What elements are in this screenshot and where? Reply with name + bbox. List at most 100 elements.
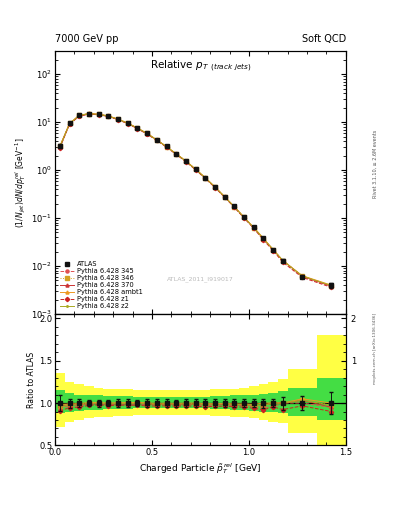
Pythia 6.428 z2: [164, 144, 169, 150]
Pythia 6.428 z1: [116, 117, 120, 123]
Pythia 6.428 345: [174, 151, 178, 157]
Pythia 6.428 345: [86, 111, 91, 117]
Pythia 6.428 346: [96, 111, 101, 117]
Pythia 6.428 z2: [329, 283, 334, 289]
Pythia 6.428 ambt1: [222, 194, 227, 200]
Pythia 6.428 z1: [271, 247, 275, 253]
Pythia 6.428 z1: [242, 215, 246, 221]
Pythia 6.428 346: [86, 111, 91, 117]
Text: ATLAS_2011_I919017: ATLAS_2011_I919017: [167, 277, 234, 283]
Pythia 6.428 345: [300, 273, 305, 280]
Pythia 6.428 345: [261, 236, 266, 242]
Pythia 6.428 z2: [135, 125, 140, 131]
Pythia 6.428 ambt1: [184, 158, 188, 164]
Pythia 6.428 z1: [164, 144, 169, 150]
Pythia 6.428 z2: [116, 116, 120, 122]
Text: mcplots.cern.ch [arXiv:1306.3436]: mcplots.cern.ch [arXiv:1306.3436]: [373, 313, 377, 383]
Pythia 6.428 ambt1: [86, 111, 91, 117]
Pythia 6.428 z1: [329, 284, 334, 290]
Pythia 6.428 z1: [203, 175, 208, 181]
Pythia 6.428 346: [164, 143, 169, 150]
Pythia 6.428 z2: [261, 236, 266, 242]
Pythia 6.428 346: [193, 166, 198, 173]
Pythia 6.428 345: [164, 144, 169, 150]
Pythia 6.428 z2: [57, 144, 62, 150]
Pythia 6.428 370: [213, 184, 217, 190]
Pythia 6.428 345: [77, 113, 82, 119]
Pythia 6.428 345: [252, 225, 256, 231]
Pythia 6.428 ambt1: [135, 125, 140, 131]
Pythia 6.428 ambt1: [154, 137, 159, 143]
Pythia 6.428 345: [125, 120, 130, 126]
Pythia 6.428 z1: [300, 274, 305, 281]
Pythia 6.428 z1: [145, 131, 149, 137]
Legend: ATLAS, Pythia 6.428 345, Pythia 6.428 346, Pythia 6.428 370, Pythia 6.428 ambt1,: ATLAS, Pythia 6.428 345, Pythia 6.428 34…: [58, 260, 144, 311]
Pythia 6.428 345: [96, 112, 101, 118]
Pythia 6.428 345: [193, 166, 198, 173]
Pythia 6.428 346: [232, 204, 237, 210]
Pythia 6.428 z1: [154, 137, 159, 143]
Pythia 6.428 346: [116, 116, 120, 122]
Pythia 6.428 370: [203, 175, 208, 181]
Text: Relative $p_T$ $_{(track\ jets)}$: Relative $p_T$ $_{(track\ jets)}$: [150, 59, 251, 74]
Pythia 6.428 z2: [77, 113, 82, 119]
Pythia 6.428 345: [135, 125, 140, 132]
Pythia 6.428 370: [271, 247, 275, 253]
Pythia 6.428 ambt1: [271, 247, 275, 253]
Pythia 6.428 370: [193, 166, 198, 173]
Pythia 6.428 346: [271, 247, 275, 253]
Pythia 6.428 346: [329, 283, 334, 289]
Pythia 6.428 370: [125, 120, 130, 126]
Pythia 6.428 ambt1: [252, 224, 256, 230]
Pythia 6.428 z2: [67, 120, 72, 126]
Pythia 6.428 370: [242, 215, 246, 221]
X-axis label: Charged Particle $\tilde{p}_T^{\,rel}$ [GeV]: Charged Particle $\tilde{p}_T^{\,rel}$ […: [139, 461, 262, 476]
Pythia 6.428 345: [57, 144, 62, 150]
Pythia 6.428 ambt1: [281, 258, 285, 264]
Pythia 6.428 z2: [300, 273, 305, 279]
Pythia 6.428 z2: [154, 137, 159, 143]
Pythia 6.428 ambt1: [116, 116, 120, 122]
Pythia 6.428 346: [174, 151, 178, 157]
Pythia 6.428 370: [281, 258, 285, 264]
Pythia 6.428 z1: [232, 204, 237, 210]
Line: Pythia 6.428 370: Pythia 6.428 370: [58, 112, 333, 288]
Pythia 6.428 z2: [96, 111, 101, 117]
Pythia 6.428 z2: [203, 175, 208, 181]
Pythia 6.428 z2: [242, 215, 246, 221]
Pythia 6.428 345: [271, 247, 275, 253]
Pythia 6.428 370: [106, 113, 111, 119]
Pythia 6.428 z1: [135, 125, 140, 132]
Pythia 6.428 z2: [174, 151, 178, 157]
Pythia 6.428 346: [77, 112, 82, 118]
Line: Pythia 6.428 z2: Pythia 6.428 z2: [58, 112, 333, 287]
Pythia 6.428 ambt1: [164, 143, 169, 150]
Pythia 6.428 z1: [96, 112, 101, 118]
Pythia 6.428 370: [329, 283, 334, 289]
Pythia 6.428 z2: [145, 131, 149, 137]
Pythia 6.428 ambt1: [96, 111, 101, 117]
Pythia 6.428 346: [67, 120, 72, 126]
Pythia 6.428 370: [300, 273, 305, 279]
Pythia 6.428 370: [57, 143, 62, 150]
Pythia 6.428 ambt1: [77, 112, 82, 118]
Pythia 6.428 z1: [57, 145, 62, 151]
Pythia 6.428 ambt1: [106, 113, 111, 119]
Pythia 6.428 346: [125, 120, 130, 126]
Pythia 6.428 z1: [67, 121, 72, 127]
Pythia 6.428 345: [329, 283, 334, 289]
Pythia 6.428 z2: [106, 113, 111, 119]
Y-axis label: Ratio to ATLAS: Ratio to ATLAS: [28, 352, 36, 408]
Pythia 6.428 370: [232, 204, 237, 210]
Pythia 6.428 z2: [125, 120, 130, 126]
Line: Pythia 6.428 346: Pythia 6.428 346: [58, 112, 333, 287]
Pythia 6.428 z2: [232, 204, 237, 210]
Text: Rivet 3.1.10, ≥ 2.6M events: Rivet 3.1.10, ≥ 2.6M events: [373, 130, 378, 198]
Pythia 6.428 z2: [252, 225, 256, 231]
Y-axis label: $(1/N_{jet})dN/dp_T^{rel}$ [GeV$^{-1}$]: $(1/N_{jet})dN/dp_T^{rel}$ [GeV$^{-1}$]: [14, 137, 29, 228]
Pythia 6.428 345: [67, 121, 72, 127]
Pythia 6.428 ambt1: [57, 143, 62, 149]
Pythia 6.428 ambt1: [232, 204, 237, 210]
Pythia 6.428 ambt1: [125, 120, 130, 126]
Pythia 6.428 ambt1: [193, 166, 198, 172]
